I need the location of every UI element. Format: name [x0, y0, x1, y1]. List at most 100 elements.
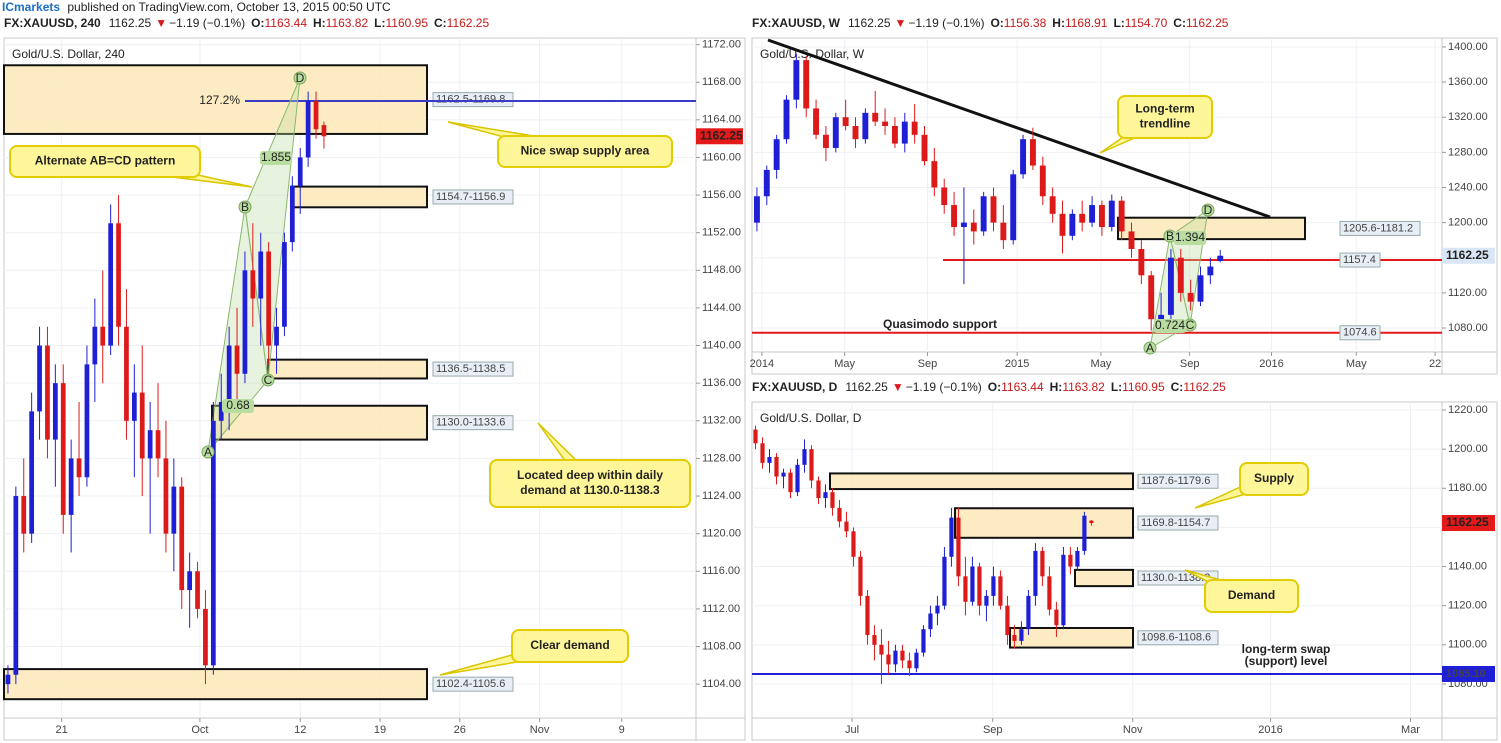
- candle-body: [830, 492, 835, 508]
- zone-label: 1205.6-1181.2: [1343, 222, 1413, 234]
- candle-body: [1069, 213, 1076, 236]
- y-tick-label: 1112.00: [702, 603, 740, 615]
- pattern-point-label: A: [1146, 341, 1154, 355]
- ohlc-value: 1162.25: [1183, 380, 1226, 394]
- pattern-ratio: 1.394: [1175, 230, 1205, 244]
- y-tick-label: 1128.00: [702, 452, 741, 464]
- candle-body: [21, 496, 27, 534]
- candle-body: [949, 517, 954, 557]
- candle-body: [1068, 554, 1073, 567]
- zone-label: 1154.7-1156.9: [436, 191, 505, 203]
- zone: [829, 472, 1134, 491]
- y-tick-label: 1280.00: [1448, 146, 1488, 158]
- y-tick-label: 1156.00: [702, 189, 741, 201]
- y-tick-label: 1400.00: [1448, 41, 1488, 53]
- level-label: 127.2%: [199, 93, 240, 107]
- ohlc-value: 1163.82: [326, 16, 369, 30]
- pattern-point: [261, 373, 275, 387]
- x-tick-label: 19: [374, 724, 386, 736]
- candle-body: [928, 613, 933, 630]
- zone-label: 1130.0-1138.3: [1141, 572, 1210, 584]
- pattern-ratio-box: [1154, 319, 1186, 333]
- chart-title: Gold/U.S. Dollar, 240: [12, 47, 125, 61]
- change: −1.19 (−0.1%): [169, 16, 245, 30]
- candle-body: [753, 429, 758, 444]
- y-tick-label: 1168.00: [702, 76, 741, 88]
- y-tick-label: 1120.00: [1448, 287, 1487, 299]
- change: −1.19 (−0.1%): [908, 16, 984, 30]
- candle-body: [783, 99, 790, 140]
- pattern-point: [238, 200, 252, 214]
- candle-body: [60, 383, 66, 515]
- pattern-point-label: B: [241, 200, 249, 214]
- ohlc-value: 1154.70: [1125, 16, 1168, 30]
- callout-text: Long-term: [1135, 102, 1194, 116]
- change-arrow: ▼: [895, 16, 907, 30]
- callout-box: [511, 629, 629, 663]
- candle-body: [921, 629, 926, 653]
- pattern-ratio-box: [222, 399, 254, 413]
- candle-body: [1207, 266, 1214, 276]
- ohlc-key: L:: [1113, 16, 1124, 30]
- callout-text: trendline: [1140, 117, 1191, 131]
- candle-body: [822, 134, 829, 148]
- candle-body: [289, 185, 295, 243]
- pattern-point: [201, 445, 215, 459]
- candle-body: [1000, 222, 1007, 241]
- trendline: [767, 38, 1271, 219]
- candle-body: [767, 456, 772, 463]
- candle-body: [1177, 257, 1184, 293]
- candle-body: [931, 161, 938, 188]
- publisher[interactable]: ICmarkets: [2, 0, 60, 14]
- x-tick-label: Oct: [191, 724, 208, 736]
- x-tick-label: Nov: [530, 724, 550, 736]
- level-label-box: [1339, 252, 1381, 268]
- candle-body: [781, 472, 786, 477]
- candle-body: [1217, 255, 1224, 261]
- candle-body: [195, 571, 200, 609]
- zone: [1074, 568, 1134, 588]
- pattern-point-label: C: [1186, 318, 1195, 332]
- candle-body: [1012, 635, 1017, 641]
- candle-body: [1118, 200, 1125, 232]
- candle-body: [851, 531, 856, 557]
- pattern-ratio: 0.68: [226, 398, 250, 412]
- candle-body: [935, 605, 940, 614]
- pattern-point-label: B: [1166, 229, 1174, 243]
- callout-text: Located deep within daily: [517, 468, 663, 482]
- candle-body: [753, 196, 760, 223]
- pattern-point: [1143, 341, 1157, 355]
- callout-text: Clear demand: [530, 638, 609, 652]
- pattern-point-label: D: [1204, 203, 1213, 217]
- pattern-point-label: D: [296, 71, 305, 85]
- candle-body: [313, 101, 319, 130]
- candle-body: [813, 108, 820, 135]
- candle-body: [1089, 520, 1094, 524]
- ohlc-value: 1163.82: [1062, 380, 1105, 394]
- candle-body: [816, 480, 821, 499]
- ohlc-key: C:: [1171, 380, 1184, 394]
- level-tag: [1442, 665, 1495, 682]
- candle-body: [774, 456, 779, 477]
- candle-body: [852, 126, 859, 140]
- symbol: FX:XAUUSD, 240: [4, 16, 101, 30]
- y-tick-label: 1172.00: [702, 38, 741, 50]
- x-tick-label: 2014: [750, 358, 774, 370]
- y-tick-label: 1124.00: [702, 490, 741, 502]
- candle-body: [823, 492, 828, 499]
- y-tick-label: 1080.00: [1448, 322, 1488, 334]
- candle-body: [282, 242, 287, 327]
- y-tick-label: 1120.00: [702, 528, 741, 540]
- zone-label-box: [432, 361, 514, 377]
- candle-body: [179, 486, 185, 591]
- last-price: 1162.25: [848, 16, 891, 30]
- ohlc-value: 1162.25: [1186, 16, 1229, 30]
- change-arrow: ▼: [892, 380, 904, 394]
- candle-body: [984, 595, 989, 606]
- callout-box: [489, 459, 691, 508]
- candle-body: [901, 121, 908, 144]
- candle-body: [1033, 550, 1038, 596]
- candle-body: [1010, 174, 1017, 241]
- candle-body: [1005, 605, 1010, 636]
- candle-body: [837, 507, 842, 522]
